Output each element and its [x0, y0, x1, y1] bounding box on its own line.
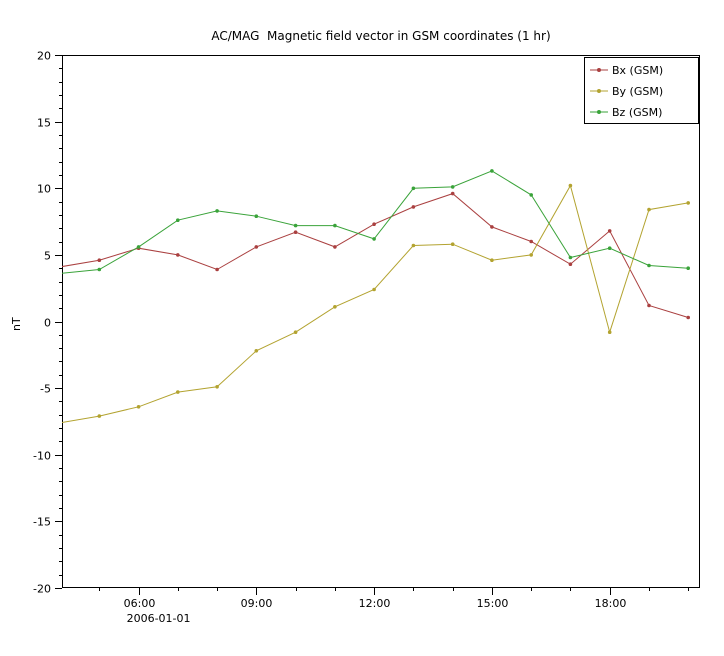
- data-point-marker: [372, 237, 376, 241]
- data-point-marker: [529, 239, 533, 244]
- data-point-marker: [568, 262, 573, 267]
- data-point-marker: [58, 421, 62, 425]
- data-point-marker: [568, 183, 573, 188]
- data-point-marker: [333, 305, 337, 309]
- data-point-marker: [490, 258, 494, 263]
- y-tick-label: 15: [37, 117, 51, 130]
- data-point-marker: [686, 201, 690, 205]
- data-point-marker: [529, 193, 533, 197]
- data-point-marker: [293, 230, 298, 234]
- data-point-marker: [568, 255, 573, 260]
- y-tick-label: -20: [33, 583, 51, 596]
- data-point-marker: [254, 349, 259, 353]
- data-point-marker: [686, 315, 690, 320]
- x-tick-label: 12:00: [359, 597, 391, 610]
- legend-label: Bz (GSM): [612, 106, 662, 119]
- data-point-marker: [529, 253, 533, 257]
- x-axis-date-label: 2006-01-01: [127, 612, 191, 625]
- data-point-marker: [372, 287, 376, 292]
- x-tick-label: 15:00: [477, 597, 509, 610]
- legend-marker: [597, 89, 601, 93]
- y-tick-label: -5: [40, 383, 51, 396]
- chart-title: AC/MAG Magnetic field vector in GSM coor…: [211, 29, 551, 43]
- series-line-bx: [62, 193, 689, 318]
- data-point-marker: [490, 169, 494, 173]
- legend: Bx (GSM) By (GSM) Bz (GSM): [584, 57, 699, 124]
- data-point-marker: [607, 330, 612, 335]
- data-point-marker: [254, 245, 259, 249]
- series-line-by: [62, 184, 689, 423]
- data-point-marker: [647, 207, 651, 212]
- data-point-marker: [97, 267, 102, 272]
- data-point-marker: [450, 242, 455, 246]
- data-point-marker: [176, 390, 180, 394]
- legend-marker: [597, 68, 601, 72]
- y-tick-label: -15: [33, 516, 51, 529]
- data-point-marker: [293, 330, 298, 335]
- y-tick-label: 20: [37, 50, 51, 63]
- x-tick-label: 06:00: [124, 597, 156, 610]
- series-group: [58, 169, 690, 425]
- data-point-marker: [215, 209, 219, 213]
- axes-ticks: 20 15 10 5 0 -5 -10 -15 -20 06:00 09:00 12:00 15:00 1…: [33, 50, 689, 610]
- data-point-marker: [176, 253, 180, 257]
- y-tick-label: 5: [44, 250, 51, 263]
- data-point-marker: [176, 218, 180, 222]
- data-point-marker: [647, 303, 651, 308]
- data-point-marker: [490, 225, 494, 229]
- data-point-marker: [97, 414, 102, 418]
- data-point-marker: [215, 267, 219, 272]
- data-point-marker: [647, 263, 651, 268]
- data-point-marker: [607, 246, 612, 250]
- data-point-marker: [372, 222, 376, 226]
- legend-label: By (GSM): [612, 85, 663, 98]
- data-point-marker: [136, 405, 141, 409]
- data-point-marker: [411, 205, 416, 209]
- data-point-marker: [411, 186, 416, 191]
- series-line-bz: [62, 170, 689, 274]
- data-point-marker: [411, 243, 416, 248]
- plot-border: [62, 55, 700, 588]
- x-tick-label: 18:00: [595, 597, 627, 610]
- legend-marker: [597, 110, 601, 114]
- data-point-marker: [333, 223, 337, 228]
- data-point-marker: [607, 229, 612, 233]
- data-point-marker: [333, 245, 337, 249]
- data-point-marker: [686, 266, 690, 271]
- data-point-marker: [136, 245, 141, 249]
- data-point-marker: [293, 223, 298, 228]
- data-point-marker: [450, 185, 455, 189]
- y-tick-label: 10: [37, 183, 51, 196]
- y-tick-label: 0: [44, 317, 51, 330]
- data-point-marker: [58, 272, 62, 276]
- data-point-marker: [254, 214, 259, 218]
- data-point-marker: [450, 191, 455, 196]
- legend-label: Bx (GSM): [612, 64, 663, 77]
- data-point-marker: [97, 258, 102, 263]
- data-point-marker: [215, 385, 219, 389]
- x-tick-label: 09:00: [241, 597, 273, 610]
- y-tick-label: -10: [33, 450, 51, 463]
